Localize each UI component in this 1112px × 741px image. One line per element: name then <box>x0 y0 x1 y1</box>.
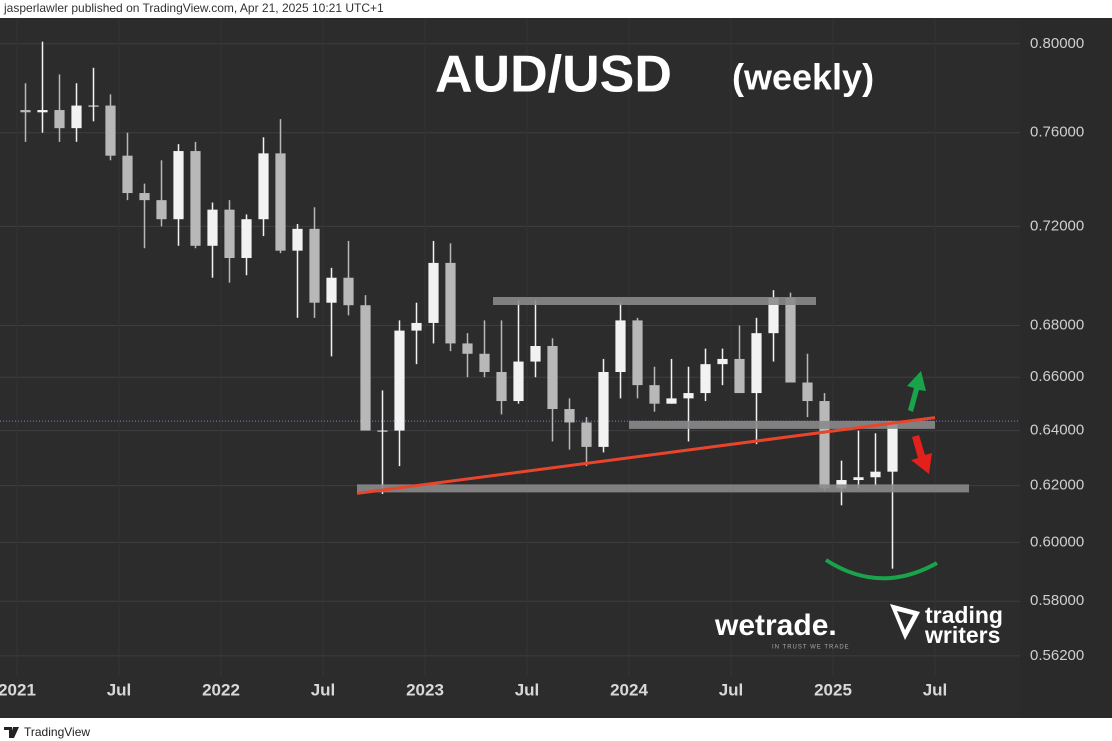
candle-body <box>54 110 65 129</box>
candle-body <box>802 382 813 402</box>
candle-body <box>598 371 609 447</box>
candle-body <box>581 422 592 447</box>
candle-body <box>224 209 235 259</box>
up-arrow <box>907 371 926 412</box>
candle-body <box>343 277 354 306</box>
candle-body <box>853 477 864 481</box>
candle-body <box>496 371 507 402</box>
x-tick-label: Jul <box>515 680 540 699</box>
candle-body <box>445 262 456 344</box>
y-tick-label: 0.60000 <box>1030 533 1084 550</box>
x-tick-label: 2022 <box>202 680 240 699</box>
down-arrow <box>911 435 932 474</box>
candle-body <box>411 322 422 331</box>
candle-body <box>683 393 694 399</box>
y-tick-label: 0.76000 <box>1030 124 1084 141</box>
wetrade-logo: wetrade. <box>714 609 837 642</box>
trendline <box>356 416 936 495</box>
y-tick-label: 0.66000 <box>1030 368 1084 385</box>
candle-body <box>462 343 473 354</box>
candle-body <box>768 297 779 334</box>
chart-subtitle: (weekly) <box>732 57 874 98</box>
candle-body <box>88 105 99 107</box>
y-tick-label: 0.68000 <box>1030 316 1084 333</box>
candle-body <box>428 262 439 323</box>
arc <box>824 558 938 581</box>
plot-area <box>0 18 1020 676</box>
candle-body <box>20 110 31 113</box>
candle-body <box>785 297 796 383</box>
candle-body <box>105 105 116 156</box>
candle-body <box>632 320 643 386</box>
x-tick-label: 2023 <box>406 680 444 699</box>
candle-body <box>751 333 762 394</box>
candle-body <box>734 358 745 394</box>
header-text: jasperlawler published on TradingView.co… <box>3 1 384 15</box>
candle-body <box>700 364 711 394</box>
candle-body <box>530 346 541 362</box>
candle-body <box>207 209 218 246</box>
candle-body <box>122 155 133 194</box>
y-tick-label: 0.72000 <box>1030 217 1084 234</box>
candle-body <box>615 320 626 372</box>
x-tick-label: Jul <box>107 680 132 699</box>
candle-body <box>479 353 490 372</box>
candle-body <box>513 361 524 402</box>
candle-body <box>190 151 201 246</box>
candle-body <box>292 228 303 251</box>
candle-body <box>71 105 82 129</box>
candle-body <box>326 277 337 303</box>
candle-body <box>258 153 269 220</box>
y-tick-label: 0.62000 <box>1030 477 1084 494</box>
x-tick-label: Jul <box>923 680 948 699</box>
y-tick-label: 0.80000 <box>1030 35 1084 52</box>
candle-body <box>309 228 320 303</box>
x-tick-label: 2025 <box>814 680 852 699</box>
y-tick-label: 0.64000 <box>1030 422 1084 439</box>
candle-body <box>275 153 286 251</box>
candle-body <box>547 346 558 410</box>
candle-body <box>241 219 252 259</box>
wetrade-tagline: IN TRUST WE TRADE <box>772 645 850 651</box>
candle-body <box>37 110 48 113</box>
price-axis <box>1020 18 1112 718</box>
tv-icon <box>4 727 19 738</box>
candle-body <box>377 430 388 432</box>
candle-body <box>139 193 150 201</box>
x-tick-label: 2021 <box>0 680 36 699</box>
candle-body <box>887 421 898 472</box>
chart-title: AUD/USD <box>435 46 672 104</box>
candle-body <box>564 409 575 423</box>
x-tick-label: Jul <box>719 680 744 699</box>
tw-icon-cut <box>897 611 913 630</box>
candle-body <box>173 151 184 220</box>
candle-body <box>819 401 830 489</box>
candle-body <box>156 200 167 220</box>
candle-body <box>870 471 881 478</box>
candle-body <box>360 305 371 431</box>
tw-logo-line1: trading <box>925 602 1003 628</box>
tw-logo-line2: writers <box>924 622 1000 648</box>
y-tick-label: 0.56200 <box>1030 647 1084 664</box>
candle-body <box>394 330 405 431</box>
candle-body <box>666 398 677 404</box>
footer-brand: TradingView <box>24 725 90 739</box>
x-tick-label: 2024 <box>610 680 648 699</box>
x-tick-label: Jul <box>311 680 336 699</box>
candle-body <box>717 358 728 365</box>
candle-body <box>836 480 847 489</box>
candle-body <box>649 385 660 404</box>
y-tick-label: 0.58000 <box>1030 592 1084 609</box>
